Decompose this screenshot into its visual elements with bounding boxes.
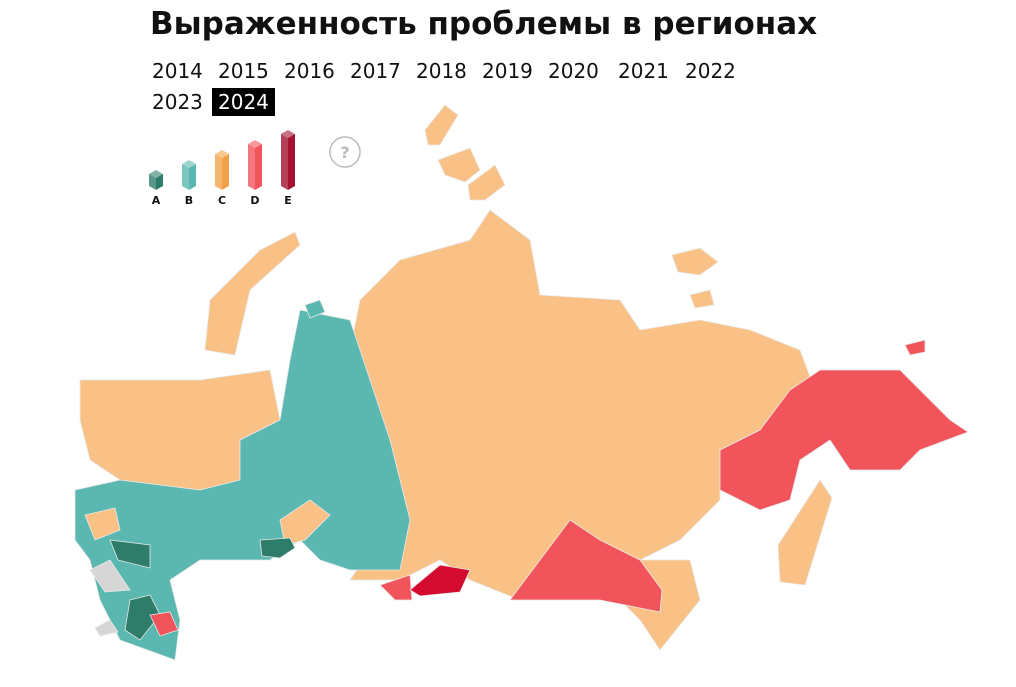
legend-icon-side bbox=[248, 144, 255, 190]
region bbox=[409, 564, 471, 597]
legend-icon-side bbox=[215, 154, 222, 190]
year-tab[interactable]: 2022 bbox=[685, 59, 736, 83]
region bbox=[74, 309, 411, 661]
year-tab[interactable]: 2019 bbox=[482, 59, 533, 83]
region bbox=[719, 369, 969, 511]
region bbox=[777, 479, 833, 586]
region bbox=[304, 299, 326, 319]
regions bbox=[74, 104, 969, 661]
year-tab[interactable]: 2020 bbox=[548, 59, 599, 83]
region bbox=[689, 289, 715, 309]
region bbox=[424, 104, 459, 146]
legend: A B C D E bbox=[149, 130, 295, 207]
region bbox=[437, 147, 481, 183]
help-icon[interactable]: ? bbox=[340, 143, 349, 162]
year-tab[interactable]: 2018 bbox=[416, 59, 467, 83]
region bbox=[204, 231, 301, 356]
legend-label: C bbox=[218, 194, 226, 207]
legend-icon-side bbox=[182, 164, 189, 190]
legend-icon-front bbox=[255, 144, 262, 190]
year-tab[interactable]: 2014 bbox=[152, 59, 203, 83]
legend-icon-front bbox=[156, 174, 163, 190]
legend-icon-top bbox=[215, 150, 229, 158]
year-tab[interactable]: 2015 bbox=[218, 59, 269, 83]
region bbox=[259, 537, 296, 559]
legend-icon-top bbox=[182, 160, 196, 168]
region bbox=[124, 594, 161, 641]
year-tab[interactable]: 2016 bbox=[284, 59, 335, 83]
legend-icon-top bbox=[149, 170, 163, 178]
year-tab[interactable]: 2021 bbox=[618, 59, 669, 83]
legend-icon-front bbox=[189, 164, 196, 190]
legend-icon-side bbox=[281, 134, 288, 190]
legend-label: A bbox=[152, 194, 161, 207]
region bbox=[109, 539, 151, 569]
legend-label: E bbox=[284, 194, 292, 207]
year-tab[interactable]: 2017 bbox=[350, 59, 401, 83]
region bbox=[94, 619, 119, 637]
region bbox=[904, 339, 926, 356]
help-button[interactable] bbox=[329, 136, 361, 168]
region bbox=[467, 164, 506, 201]
year-tab[interactable]: 2023 bbox=[152, 90, 203, 114]
region bbox=[671, 247, 719, 276]
legend-icon-side bbox=[149, 174, 156, 190]
region bbox=[89, 559, 131, 593]
year-tab[interactable]: 2024 bbox=[212, 88, 275, 116]
region bbox=[149, 611, 179, 637]
legend-icon-top bbox=[248, 140, 262, 148]
region bbox=[84, 507, 121, 541]
legend-icon-front bbox=[288, 134, 295, 190]
legend-icon-front bbox=[222, 154, 229, 190]
legend-icon-top bbox=[281, 130, 295, 138]
title: Выраженность проблемы в регионах bbox=[150, 6, 818, 42]
legend-label: B bbox=[185, 194, 193, 207]
legend-label: D bbox=[250, 194, 259, 207]
region bbox=[379, 574, 413, 601]
region bbox=[509, 519, 663, 613]
